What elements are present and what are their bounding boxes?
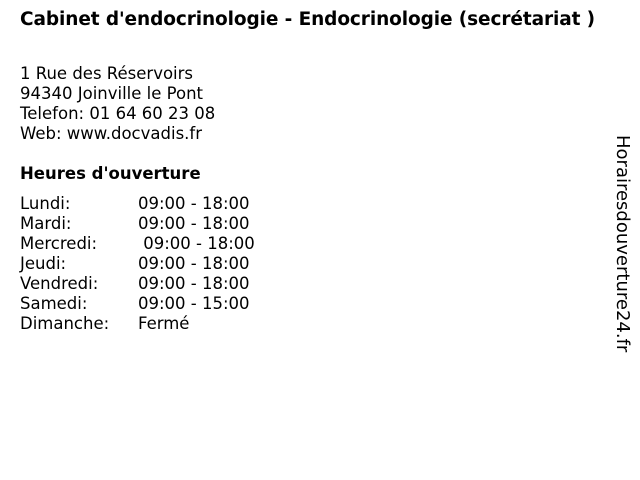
- address-block: 1 Rue des Réservoirs 94340 Joinville le …: [20, 64, 215, 144]
- website: Web: www.docvadis.fr: [20, 124, 202, 143]
- hours-table: Lundi: 09:00 - 18:00 Mardi: 09:00 - 18:00 …: [20, 194, 255, 334]
- hours-row: Mercredi: 09:00 - 18:00: [20, 234, 255, 254]
- hours-row: Vendredi: 09:00 - 18:00: [20, 274, 255, 294]
- day: Vendredi:: [20, 274, 99, 293]
- hours-row: Dimanche: Fermé: [20, 314, 255, 334]
- time: 09:00 - 18:00: [138, 274, 250, 293]
- day: Mercredi:: [20, 234, 98, 253]
- page-title: Cabinet d'endocrinologie - Endocrinologi…: [20, 9, 596, 30]
- city: 94340 Joinville le Pont: [20, 84, 204, 103]
- day: Mardi:: [20, 214, 72, 233]
- time: 09:00 - 15:00: [138, 294, 250, 313]
- day: Lundi:: [20, 194, 71, 213]
- phone: Telefon: 01 64 60 23 08: [20, 104, 216, 123]
- hours-row: Mardi: 09:00 - 18:00: [20, 214, 255, 234]
- time: 09:00 - 18:00: [138, 214, 250, 233]
- watermark: Horairesdouverture24.fr: [612, 135, 633, 353]
- street: 1 Rue des Réservoirs: [20, 64, 194, 83]
- time: 09:00 - 18:00: [138, 234, 255, 253]
- hours-row: Samedi: 09:00 - 15:00: [20, 294, 255, 314]
- time: 09:00 - 18:00: [138, 194, 250, 213]
- time: Fermé: [138, 314, 190, 333]
- hours-row: Lundi: 09:00 - 18:00: [20, 194, 255, 214]
- hours-row: Jeudi: 09:00 - 18:00: [20, 254, 255, 274]
- day: Dimanche:: [20, 314, 110, 333]
- time: 09:00 - 18:00: [138, 254, 250, 273]
- day: Jeudi:: [20, 254, 67, 273]
- day: Samedi:: [20, 294, 88, 313]
- hours-heading: Heures d'ouverture: [20, 164, 201, 183]
